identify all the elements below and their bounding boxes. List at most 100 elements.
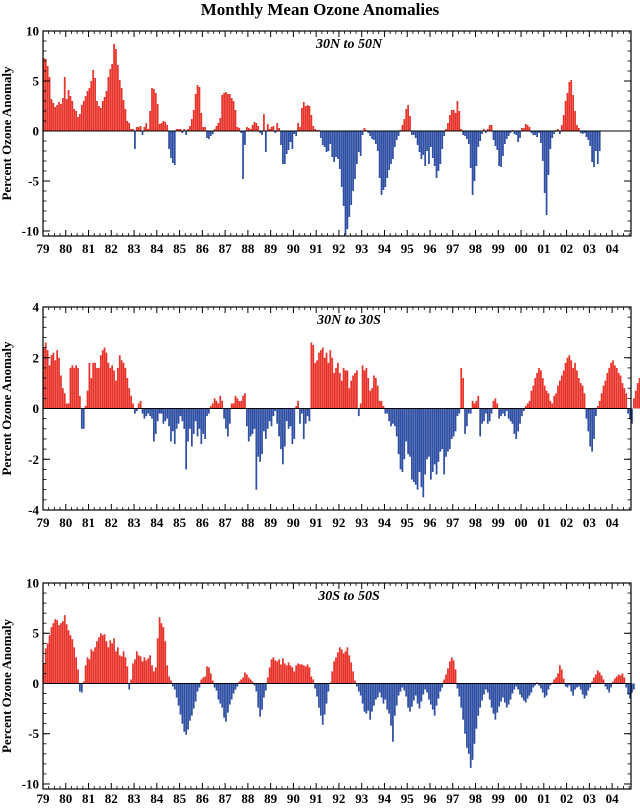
bar [343,131,345,206]
bar [548,683,550,689]
bar [567,683,569,687]
bar [212,403,214,408]
bar [493,131,495,140]
y-tick-label: 5 [33,74,40,89]
bar [589,683,591,687]
bar [104,348,106,409]
bar [73,109,75,131]
bar [362,131,364,135]
bar [476,401,478,409]
bar [572,368,574,409]
bar [163,409,165,424]
bar [422,131,424,155]
bar [176,683,178,697]
bar [254,122,256,131]
x-tick-label: 79 [37,791,51,805]
bar [474,683,476,743]
bar [219,396,221,409]
bar [586,683,588,695]
bar [439,409,441,452]
bar [384,131,386,187]
bar [225,683,227,721]
bar [189,409,191,429]
bar [438,683,440,698]
bar [441,131,443,149]
bar [618,373,620,409]
bar [94,78,96,131]
bar [601,675,603,683]
bar [595,131,597,151]
bar [551,131,553,138]
bar [102,101,104,131]
bar [56,105,58,131]
bar [286,131,288,154]
x-tick-label: 95 [401,791,415,805]
bar [119,80,121,131]
x-tick-label: 84 [150,241,164,256]
bar [426,131,428,151]
x-tick-label: 89 [264,791,278,805]
bar [396,683,398,705]
bar [529,683,531,695]
bar [487,409,489,424]
bar [113,638,115,683]
bar [421,683,423,701]
bar [532,131,534,135]
bar [337,131,339,159]
x-tick-label: 82 [105,515,118,530]
bar [432,683,434,709]
bar [159,617,161,683]
x-tick-label: 02 [560,791,573,805]
bar [92,363,94,409]
bar [623,677,625,683]
bar [439,131,441,164]
bar [138,403,140,408]
x-tick-label: 81 [82,515,95,530]
bar [339,131,341,169]
bar [568,355,570,408]
y-tick-label: 0 [33,676,40,691]
bar [470,683,472,767]
bar [578,378,580,408]
bar [527,125,529,131]
bar [314,683,316,688]
bar [136,127,138,131]
bar [364,683,366,711]
bar [273,409,275,417]
bar [219,683,221,703]
bar [309,409,311,422]
bar [337,652,339,683]
bar [62,388,64,408]
bar [159,409,161,414]
bar [254,409,256,429]
bar [121,656,123,683]
x-tick-label: 85 [173,515,187,530]
bar [428,409,430,457]
bar [246,674,248,683]
bar [231,98,233,131]
bar [415,131,417,138]
bar [309,106,311,131]
x-tick-label: 80 [59,241,72,256]
bar [392,409,394,424]
bar [255,123,257,131]
bar [555,393,557,408]
bar [104,634,106,683]
bar [458,111,460,131]
bar [174,683,176,689]
bar [364,370,366,408]
bar [125,657,127,683]
bar [502,683,504,697]
bar [81,409,83,429]
bar [601,393,603,408]
bar [265,409,267,439]
bar [434,131,436,166]
bar [375,683,377,699]
bar [307,409,309,417]
bar [257,409,259,457]
y-axis-label: Percent Ozone Anomaly [0,618,14,753]
bar [329,350,331,408]
bar [58,358,60,409]
bar [551,403,553,408]
bar [216,401,218,409]
